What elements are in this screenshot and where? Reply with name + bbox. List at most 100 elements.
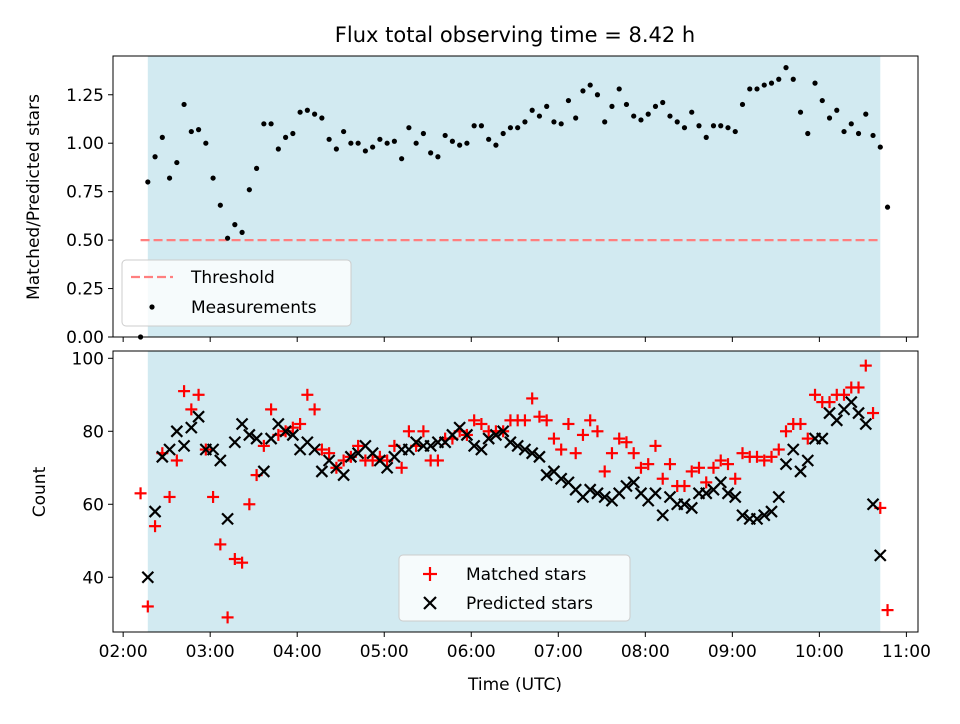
- count-ytick-label: 80: [82, 422, 104, 442]
- count-xtick-label: 10:00: [795, 642, 844, 662]
- predicted-point: [409, 435, 423, 449]
- measurement-point: [319, 115, 325, 121]
- measurement-point: [536, 113, 543, 119]
- matched-point: [656, 472, 669, 485]
- measurement-point: [428, 150, 434, 156]
- measurement-point: [464, 140, 470, 146]
- matched-point: [613, 432, 626, 445]
- count-xlabel: Time (UTC): [467, 675, 562, 695]
- count-xtick-label: 02:00: [99, 642, 148, 662]
- count-axes-frame: [112, 350, 919, 633]
- predicted-point: [714, 476, 728, 489]
- matched-point: [323, 447, 336, 460]
- predicted-point: [866, 497, 880, 511]
- measurement-point: [507, 125, 514, 131]
- predicted-point: [148, 505, 162, 518]
- measurement-point: [703, 134, 709, 140]
- measurement-point: [333, 146, 339, 152]
- count-panel: 40 60 80 100 02:00 03:00 04:00 05:00 06:00 07:00…: [30, 349, 931, 695]
- legend-measurements-swatch: [149, 304, 155, 310]
- ratio-ytick-label: 1.25: [66, 86, 104, 106]
- measurement-point: [870, 132, 876, 139]
- predicted-point: [757, 508, 771, 522]
- measurement-point: [587, 82, 593, 88]
- matched-point: [178, 385, 191, 398]
- matched-point: [692, 461, 705, 474]
- matched-point: [809, 388, 822, 401]
- matched-point: [352, 439, 365, 452]
- measurement-point: [834, 107, 840, 113]
- predicted-point: [685, 501, 699, 515]
- ratio-ytick-label: 0.50: [66, 231, 104, 251]
- matched-point: [838, 388, 851, 401]
- matched-point: [431, 454, 444, 467]
- predicted-point: [279, 425, 292, 438]
- measurement-point: [391, 138, 397, 144]
- measurement-point: [174, 159, 180, 166]
- predicted-point: [257, 465, 271, 478]
- predicted-point: [540, 468, 553, 482]
- measurement-point: [145, 179, 151, 185]
- measurement-point: [565, 97, 572, 104]
- matched-point: [547, 432, 560, 445]
- matched-point: [315, 443, 328, 456]
- predicted-point: [496, 425, 510, 438]
- measurement-point: [384, 140, 390, 146]
- predicted-point: [344, 450, 358, 464]
- measurement-point: [253, 165, 260, 171]
- predicted-point: [786, 443, 800, 456]
- matched-point: [584, 414, 597, 427]
- count-legend-box: [398, 554, 631, 622]
- predicted-point: [228, 435, 242, 449]
- measurement-point: [696, 123, 702, 129]
- measurement-point: [747, 86, 753, 92]
- measurement-point: [449, 138, 456, 144]
- matched-point: [475, 417, 488, 430]
- measurement-point: [348, 140, 354, 146]
- predicted-point: [235, 417, 249, 431]
- measurement-point: [732, 128, 738, 135]
- measurement-point: [689, 109, 695, 115]
- measurement-point: [159, 134, 165, 140]
- predicted-point: [830, 414, 844, 427]
- matched-point: [678, 480, 691, 493]
- measurement-point: [457, 142, 463, 148]
- predicted-point: [859, 417, 873, 431]
- matched-point: [751, 450, 763, 463]
- matched-point: [620, 436, 633, 449]
- measurement-point: [341, 128, 347, 135]
- matched-point: [134, 487, 147, 500]
- predicted-point: [380, 461, 394, 475]
- matched-point: [591, 425, 604, 438]
- measurement-point: [529, 107, 535, 113]
- ratio-x-ticks: [122, 337, 907, 342]
- predicted-point: [264, 432, 278, 445]
- measurement-point: [326, 136, 332, 142]
- measurement-point: [297, 109, 303, 115]
- matched-point: [141, 600, 154, 613]
- measurement-point: [406, 125, 412, 131]
- matched-point: [163, 490, 176, 503]
- measurement-point: [471, 123, 477, 129]
- predicted-point: [794, 465, 807, 478]
- measurement-point: [362, 148, 368, 154]
- matched-point: [569, 447, 582, 460]
- matched-point: [366, 454, 379, 467]
- count-ytick-label: 40: [82, 568, 104, 588]
- measurement-point: [232, 222, 238, 228]
- matched-point: [714, 454, 727, 467]
- matched-point: [301, 388, 314, 401]
- measurement-point: [399, 156, 405, 162]
- measurement-point: [631, 113, 637, 119]
- count-y-axis: 40 60 80 100: [72, 349, 113, 588]
- measurement-point: [486, 136, 492, 142]
- matched-point: [518, 414, 531, 427]
- predicted-point: [591, 487, 604, 500]
- matched-point: [859, 359, 872, 372]
- legend-predicted-label: Predicted stars: [466, 594, 593, 614]
- legend-measurements-label: Measurements: [191, 298, 317, 318]
- predicted-point: [852, 406, 865, 420]
- matched-point: [852, 381, 865, 394]
- legend-matched-label: Matched stars: [466, 565, 586, 585]
- matched-point: [758, 454, 771, 467]
